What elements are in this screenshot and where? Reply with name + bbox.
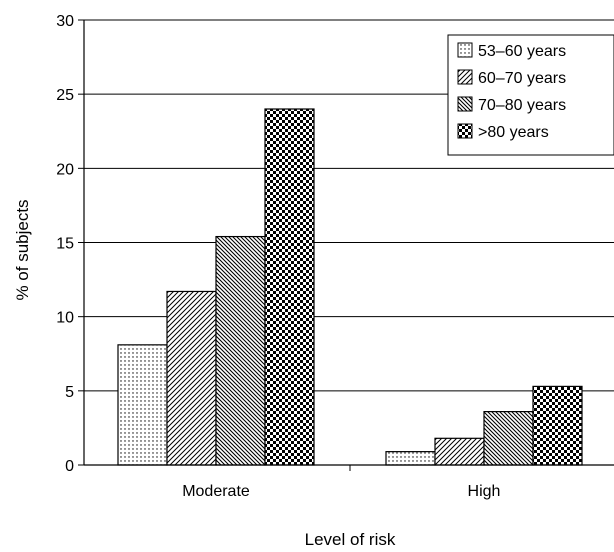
- legend-label: 53–60 years: [478, 43, 566, 60]
- legend-label: 70–80 years: [478, 97, 566, 114]
- x-tick-labels: Moderate High: [182, 465, 500, 500]
- y-tick-label: 25: [56, 87, 74, 104]
- legend-box: [447, 34, 614, 156]
- legend-swatch: [457, 69, 473, 85]
- legend-swatch: [457, 96, 473, 112]
- y-tick-label: 10: [56, 310, 74, 327]
- axes: [83, 20, 614, 466]
- y-tick-label: 20: [56, 161, 74, 178]
- y-tick-label: 30: [56, 13, 74, 30]
- legend-label: >80 years: [478, 124, 549, 141]
- bar: [434, 437, 485, 466]
- x-axis-title: Level of risk: [305, 530, 396, 549]
- legend: 53–60 years 60–70 years 70–80 years >80 yea…: [447, 34, 614, 156]
- bar: [166, 290, 217, 466]
- y-tick-label: 5: [65, 384, 74, 401]
- bar: [483, 411, 534, 466]
- legend-swatch: [457, 42, 473, 58]
- bar: [264, 108, 315, 466]
- x-tick-label: High: [468, 483, 501, 500]
- bar: [117, 344, 168, 466]
- y-axis-title: % of subjects: [13, 199, 32, 300]
- legend-swatch: [457, 123, 473, 139]
- bar: [215, 235, 266, 466]
- y-tick-label: 15: [56, 236, 74, 253]
- bar: [532, 385, 583, 466]
- bars: [117, 108, 583, 466]
- y-tick-label: 0: [65, 458, 74, 475]
- bar: [385, 451, 436, 466]
- x-tick-label: Moderate: [182, 483, 250, 500]
- y-tick-labels: 0 5 10 15 20 25 30: [56, 13, 74, 475]
- legend-label: 60–70 years: [478, 70, 566, 87]
